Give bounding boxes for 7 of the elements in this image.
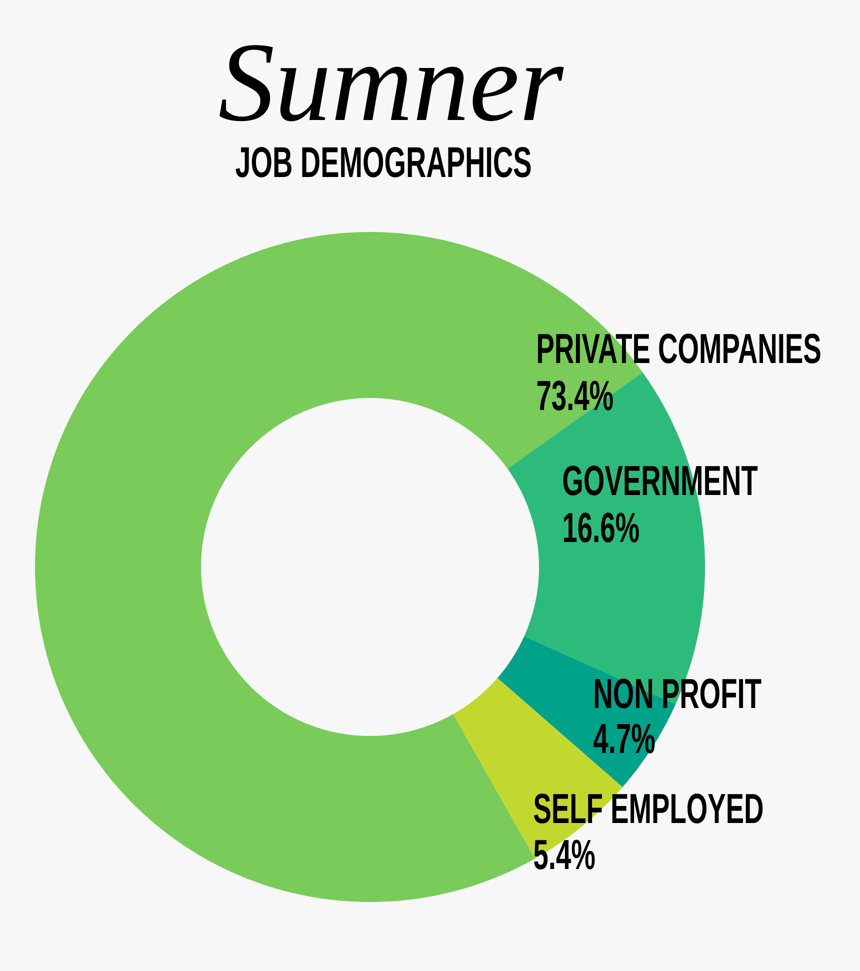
slice-label: SELF EMPLOYED [534,794,763,824]
data-label: 73.4% [537,380,613,410]
chart-title: Sumner [220,45,564,122]
data-label: 16.6% [564,512,639,542]
data-label: 4.7% [594,724,655,754]
data-label: 5.4% [534,840,595,870]
chart-subtitle: JOB DEMOGRAPHICS [236,146,531,178]
